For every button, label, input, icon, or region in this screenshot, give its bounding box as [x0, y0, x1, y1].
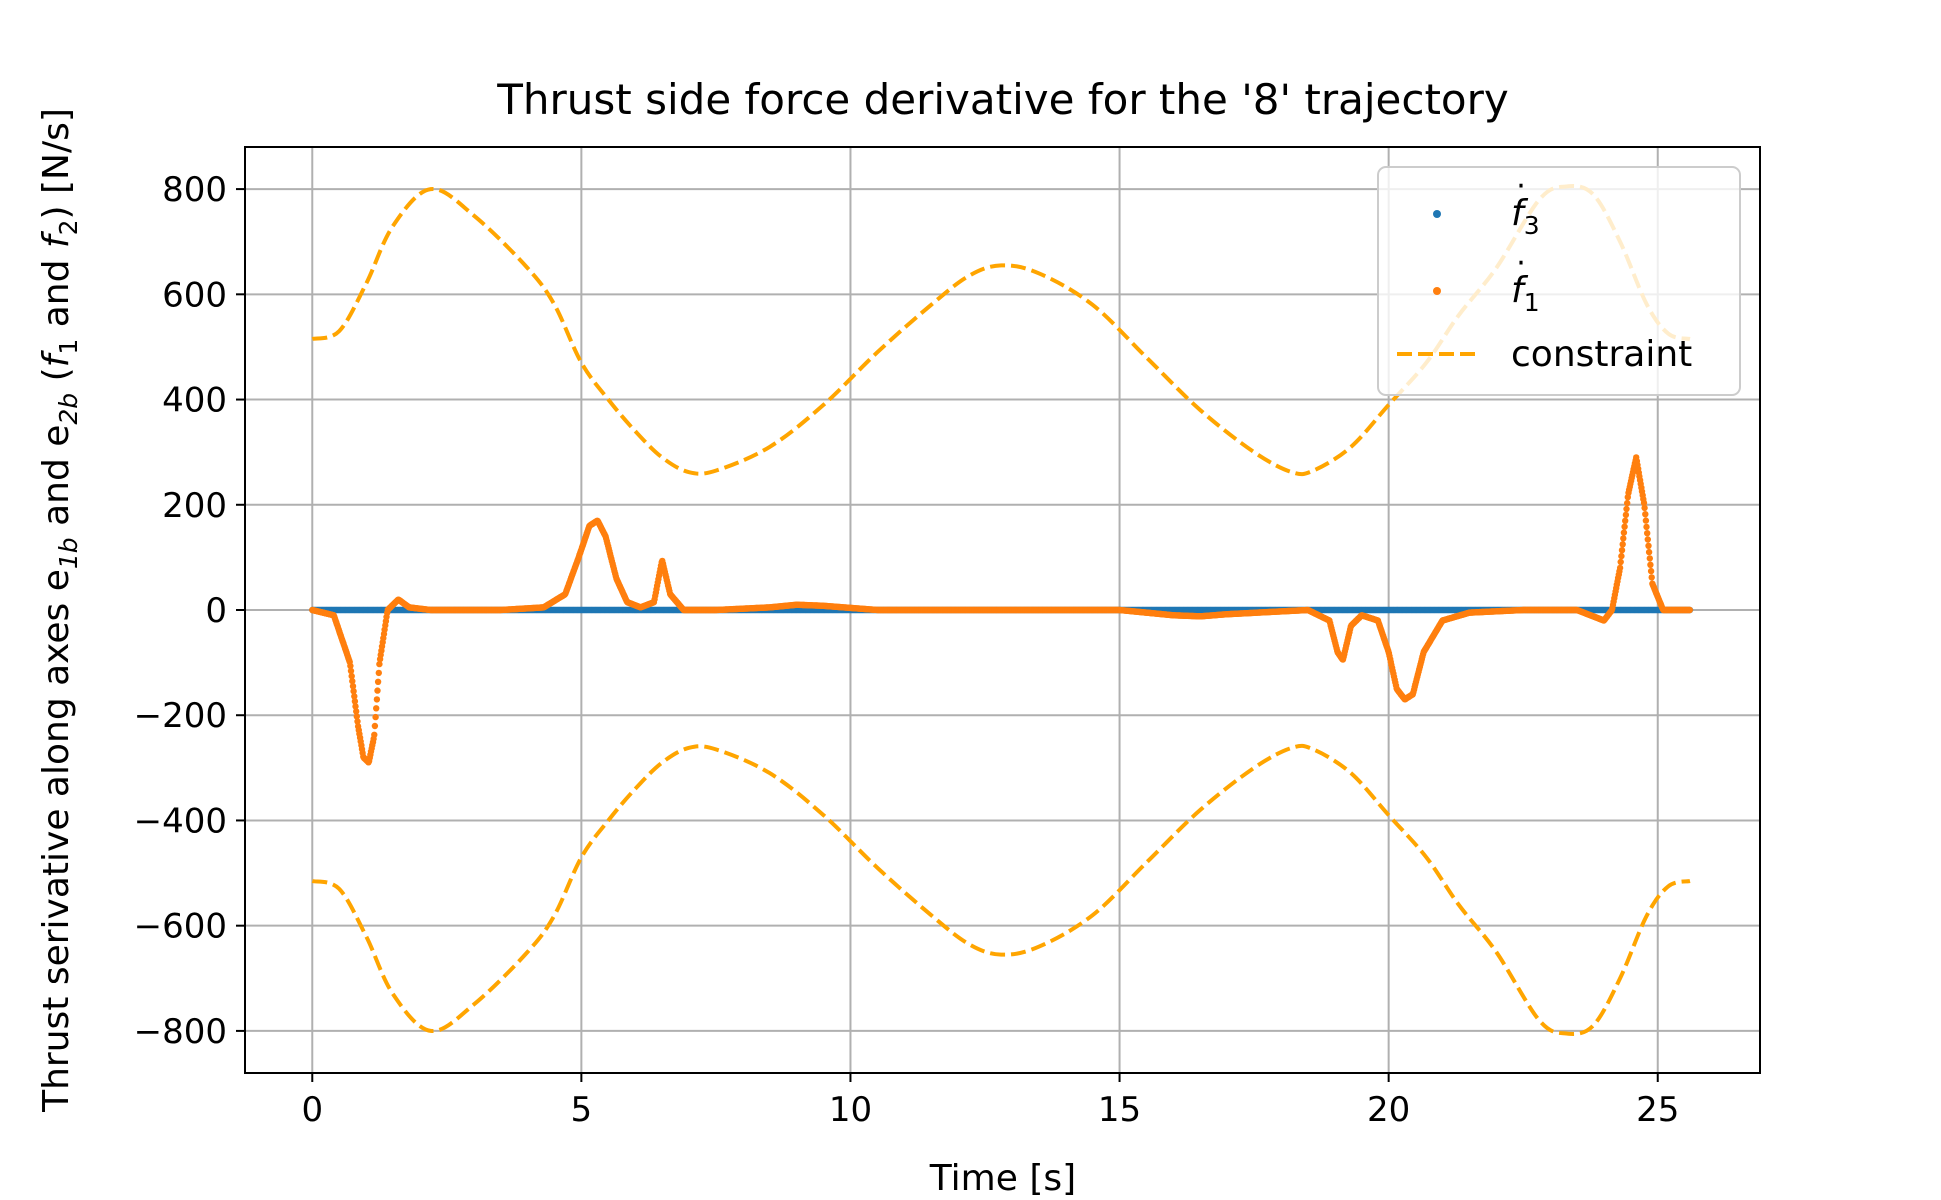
chart-title: Thrust side force derivative for the '8'… — [496, 75, 1509, 124]
point-f1 — [1640, 499, 1648, 507]
x-tick-label: 25 — [1636, 1090, 1679, 1130]
point-f1 — [1643, 523, 1650, 531]
x-axis-label: Time [s] — [929, 1158, 1076, 1199]
point-f1 — [1686, 606, 1694, 614]
point-f1 — [1622, 511, 1630, 519]
y-tick-label: −400 — [134, 801, 227, 841]
point-f1 — [1644, 536, 1652, 543]
point-f1 — [1642, 511, 1649, 518]
point-f1 — [349, 683, 357, 690]
x-tick-label: 5 — [571, 1090, 593, 1130]
point-f1 — [375, 669, 382, 677]
series-f1 — [309, 454, 1694, 766]
legend-dot-f3: · — [1516, 169, 1526, 204]
point-f1 — [1648, 574, 1655, 581]
legend-marker-f3 — [1433, 210, 1441, 218]
point-f1 — [353, 708, 360, 715]
point-f1 — [1645, 548, 1653, 556]
y-tick-label: 200 — [162, 486, 227, 526]
point-f1 — [372, 713, 379, 721]
point-f1 — [347, 667, 355, 675]
point-f1 — [1622, 517, 1629, 524]
point-f1 — [1641, 504, 1648, 512]
point-f1 — [1623, 505, 1630, 513]
point-f1 — [352, 703, 359, 710]
point-f1 — [1647, 567, 1655, 575]
point-f1 — [351, 693, 358, 700]
y-label-sub2: 2b — [54, 393, 83, 425]
y-tick-label: 800 — [162, 170, 227, 210]
y-label-and: and — [36, 248, 77, 339]
point-f1 — [354, 718, 361, 725]
point-f1 — [349, 677, 356, 685]
x-tick-label: 0 — [301, 1090, 323, 1130]
ticks: 0 5 10 15 20 25 800 600 400 200 0 −200 −400 −600 −800 — [134, 170, 1680, 1130]
point-f1 — [1617, 558, 1624, 566]
point-f1 — [351, 698, 359, 705]
point-f1 — [373, 696, 381, 703]
point-f1 — [1621, 523, 1628, 530]
point-f1 — [1644, 530, 1651, 537]
x-tick-label: 15 — [1098, 1090, 1141, 1130]
point-f1 — [348, 672, 355, 680]
y-axis-label: Thrust serivative along axes e1b and e2b… — [36, 108, 83, 1113]
legend-marker-f1 — [1433, 287, 1441, 295]
point-f1 — [373, 705, 380, 712]
point-f1 — [371, 722, 379, 730]
x-tick-label: 10 — [829, 1090, 872, 1130]
y-tick-label: −600 — [134, 907, 227, 947]
y-tick-label: −800 — [134, 1012, 227, 1052]
point-f1 — [1647, 561, 1654, 568]
point-f1 — [374, 687, 381, 694]
y-label-open: ( — [36, 367, 77, 393]
y-tick-label: −200 — [134, 696, 227, 736]
point-f1 — [1642, 517, 1650, 524]
point-f1 — [1624, 499, 1631, 507]
point-f1 — [1616, 564, 1624, 572]
point-f1 — [374, 678, 382, 685]
point-f1 — [1619, 541, 1626, 548]
legend-label-f1-sub: 1 — [1524, 288, 1540, 317]
y-label-close: ) [N/s] — [36, 108, 77, 219]
y-tick-label: 600 — [162, 275, 227, 315]
y-label-prefix: Thrust serivative along axes e — [36, 569, 77, 1113]
legend: · f3 · f1 constraint — [1377, 166, 1741, 396]
point-f1 — [1618, 547, 1626, 554]
point-f1 — [1645, 542, 1652, 549]
point-f1 — [1620, 529, 1628, 536]
point-f1 — [1618, 552, 1625, 560]
constraint-lower-line — [311, 743, 1691, 1036]
y-label-f2-sub: 2 — [54, 219, 83, 235]
point-f1 — [1646, 555, 1654, 562]
y-label-sub1: 1b — [54, 537, 83, 569]
series-layer — [309, 184, 1694, 1036]
x-tick-label: 20 — [1367, 1090, 1410, 1130]
point-f1 — [371, 731, 378, 738]
y-label-f1-sub: 1 — [54, 339, 83, 355]
point-f1 — [1620, 535, 1627, 542]
legend-label-f3-sub: 3 — [1524, 211, 1540, 240]
y-tick-label: 0 — [205, 591, 227, 631]
point-f1 — [376, 660, 383, 668]
y-tick-label: 400 — [162, 381, 227, 421]
legend-dot-f1: · — [1516, 246, 1526, 281]
constraint-upper-line — [311, 184, 1691, 477]
y-label-mid: and e — [36, 425, 77, 538]
point-f1 — [353, 713, 360, 720]
legend-label-constraint: constraint — [1511, 334, 1692, 375]
point-f1 — [350, 688, 357, 695]
legend-box — [1377, 166, 1741, 396]
point-f1 — [347, 662, 354, 670]
